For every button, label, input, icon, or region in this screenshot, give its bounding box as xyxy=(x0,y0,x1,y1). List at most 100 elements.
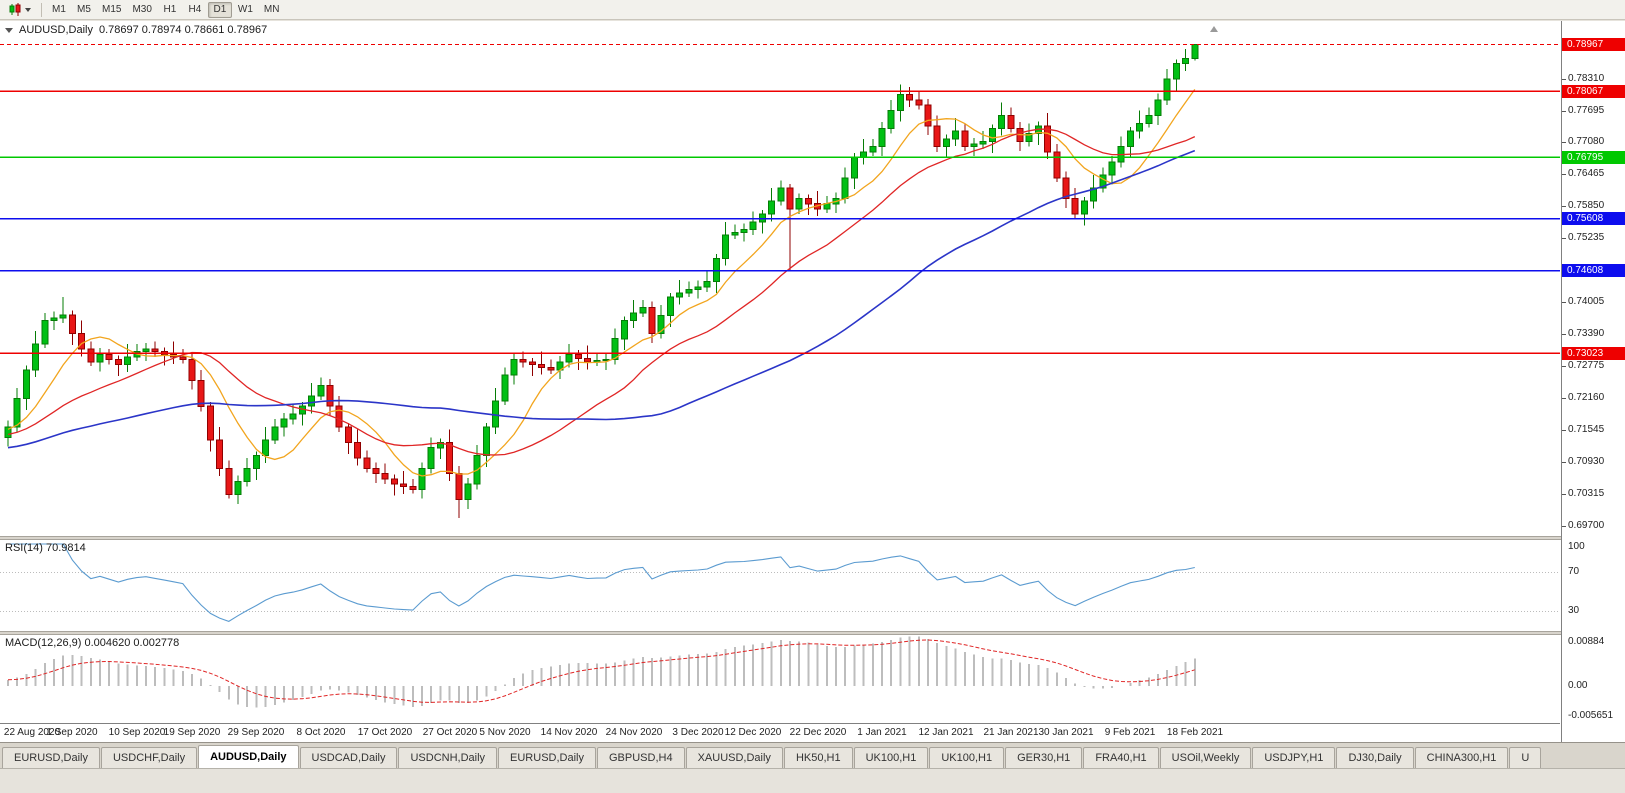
price-line-badge: 0.73023 xyxy=(1562,347,1625,360)
tab-14-usdjpy-h1[interactable]: USDJPY,H1 xyxy=(1252,747,1336,768)
macd-axis-label: 0.00 xyxy=(1568,680,1588,691)
price-chart-pane[interactable] xyxy=(0,21,1560,536)
price-tick-label: 0.69700 xyxy=(1568,520,1605,531)
price-tick-mark xyxy=(1562,398,1566,399)
chart-ohlc-values: 0.78697 0.78974 0.78661 0.78967 xyxy=(98,24,268,36)
price-tick-label: 0.78310 xyxy=(1568,73,1605,84)
chart-type-button[interactable] xyxy=(3,1,36,18)
date-tick-label: 8 Oct 2020 xyxy=(296,727,346,738)
tab-3-usdcad-daily[interactable]: USDCAD,Daily xyxy=(299,747,398,768)
date-axis[interactable]: 22 Aug 2020 1 Sep 2020 10 Sep 2020 19 Sep 2… xyxy=(0,723,1560,742)
date-tick-label: 9 Feb 2021 xyxy=(1104,727,1156,738)
candlestick-chart-icon xyxy=(9,3,21,16)
price-tick-mark xyxy=(1562,526,1566,527)
tab-2-audusd-daily[interactable]: AUDUSD,Daily xyxy=(198,745,299,768)
tab-15-dj30-daily[interactable]: DJ30,Daily xyxy=(1336,747,1414,768)
price-line-badge: 0.78067 xyxy=(1562,85,1625,98)
date-tick-label: 21 Jan 2021 xyxy=(983,727,1039,738)
price-tick-mark xyxy=(1562,111,1566,112)
slow-ma-line[interactable] xyxy=(7,149,1196,449)
toolbar-separator xyxy=(41,2,42,17)
chevron-down-icon xyxy=(25,7,31,12)
chart-shift-marker-icon[interactable] xyxy=(1210,26,1218,32)
price-tick-label: 0.72160 xyxy=(1568,392,1605,403)
macd-label: MACD(12,26,9) 0.004620 0.002778 xyxy=(5,637,180,649)
tab-7-xauusd-daily[interactable]: XAUUSD,Daily xyxy=(685,747,783,768)
price-tick-label: 0.70315 xyxy=(1568,488,1605,499)
tab-8-hk50-h1[interactable]: HK50,H1 xyxy=(783,747,853,768)
candlesticks xyxy=(4,44,1199,518)
price-tick-label: 0.74005 xyxy=(1568,296,1605,307)
timeframe-button-m30[interactable]: M30 xyxy=(127,2,156,18)
tab-0-eurusd-daily[interactable]: EURUSD,Daily xyxy=(2,747,100,768)
date-tick-label: 22 Aug 2020 xyxy=(3,727,61,738)
price-tick-mark xyxy=(1562,174,1566,175)
tab-4-usdcnh-daily[interactable]: USDCNH,Daily xyxy=(398,747,498,768)
price-tick-mark xyxy=(1562,79,1566,80)
tab-17-u[interactable]: U xyxy=(1509,747,1542,768)
rsi-label: RSI(14) 70.9814 xyxy=(5,542,86,554)
collapse-chart-icon[interactable] xyxy=(5,27,13,33)
date-tick-label: 5 Nov 2020 xyxy=(479,727,531,738)
price-tick-mark xyxy=(1562,206,1566,207)
rsi-axis-label: 100 xyxy=(1568,541,1585,552)
main-toolbar: M1 M5 M15 M30 H1 H4 D1 W1 MN xyxy=(0,0,1625,20)
macd-axis-label: -0.005651 xyxy=(1568,710,1614,721)
date-tick-label: 1 Sep 2020 xyxy=(46,727,98,738)
pane-separator[interactable] xyxy=(0,536,1625,540)
macd-indicator-pane[interactable] xyxy=(0,635,1560,723)
date-tick-label: 12 Jan 2021 xyxy=(918,727,974,738)
timeframe-button-h1[interactable]: H1 xyxy=(158,2,182,18)
date-tick-label: 3 Dec 2020 xyxy=(672,727,724,738)
timeframe-button-m1[interactable]: M1 xyxy=(47,2,71,18)
macd-histogram xyxy=(7,636,1196,708)
price-tick-label: 0.72775 xyxy=(1568,360,1605,371)
tab-13-usoil-weekly[interactable]: USOil,Weekly xyxy=(1159,747,1252,768)
timeframe-button-mn[interactable]: MN xyxy=(259,2,285,18)
rsi-axis-label: 30 xyxy=(1568,605,1580,616)
price-tick-label: 0.77695 xyxy=(1568,105,1605,116)
date-tick-label: 12 Dec 2020 xyxy=(724,727,782,738)
chart-symbol-label: AUDUSD,Daily xyxy=(19,24,93,36)
tab-10-uk100-h1[interactable]: UK100,H1 xyxy=(929,747,1005,768)
tab-1-usdchf-daily[interactable]: USDCHF,Daily xyxy=(100,747,198,768)
tab-9-uk100-h1[interactable]: UK100,H1 xyxy=(853,747,929,768)
tab-16-china300-h1[interactable]: CHINA300,H1 xyxy=(1414,747,1509,768)
timeframe-button-m5[interactable]: M5 xyxy=(72,2,96,18)
date-tick-label: 22 Dec 2020 xyxy=(789,727,847,738)
price-line-badge: 0.76795 xyxy=(1562,151,1625,164)
tab-11-ger30-h1[interactable]: GER30,H1 xyxy=(1005,747,1083,768)
timeframe-button-w1[interactable]: W1 xyxy=(233,2,258,18)
price-line-badge: 0.75608 xyxy=(1562,212,1625,225)
tab-5-eurusd-daily[interactable]: EURUSD,Daily xyxy=(498,747,596,768)
price-tick-label: 0.73390 xyxy=(1568,328,1605,339)
date-tick-label: 18 Feb 2021 xyxy=(1166,727,1224,738)
timeframe-button-h4[interactable]: H4 xyxy=(183,2,207,18)
tab-6-gbpusd-h4[interactable]: GBPUSD,H4 xyxy=(597,747,685,768)
tab-12-fra40-h1[interactable]: FRA40,H1 xyxy=(1083,747,1159,768)
price-tick-label: 0.70930 xyxy=(1568,456,1605,467)
price-tick-mark xyxy=(1562,494,1566,495)
price-tick-mark xyxy=(1562,430,1566,431)
price-tick-label: 0.76465 xyxy=(1568,168,1605,179)
price-tick-label: 0.75235 xyxy=(1568,232,1605,243)
date-tick-label: 27 Oct 2020 xyxy=(422,727,478,738)
timeframe-button-d1[interactable]: D1 xyxy=(207,1,232,18)
pane-separator[interactable] xyxy=(0,631,1625,635)
price-axis[interactable]: 0.78310 0.77695 0.77080 0.76465 0.75850 0.752… xyxy=(1561,21,1625,742)
chart-tab-bar: EURUSD,Daily USDCHF,Daily AUDUSD,Daily USDC… xyxy=(0,742,1625,768)
date-tick-label: 24 Nov 2020 xyxy=(605,727,663,738)
price-tick-mark xyxy=(1562,462,1566,463)
rsi-indicator-pane[interactable] xyxy=(0,540,1560,631)
price-tick-label: 0.71545 xyxy=(1568,424,1605,435)
date-tick-label: 17 Oct 2020 xyxy=(357,727,413,738)
fast-ma-line[interactable] xyxy=(7,89,1196,477)
current-price-badge: 0.78967 xyxy=(1562,38,1625,51)
timeframe-button-m15[interactable]: M15 xyxy=(97,2,126,18)
chart-window[interactable]: AUDUSD,Daily 0.78697 0.78974 0.78661 0.7… xyxy=(0,21,1625,742)
chart-title: AUDUSD,Daily 0.78697 0.78974 0.78661 0.7… xyxy=(5,24,267,36)
medium-ma-line[interactable] xyxy=(7,128,1196,456)
price-tick-mark xyxy=(1562,366,1566,367)
price-tick-mark xyxy=(1562,334,1566,335)
